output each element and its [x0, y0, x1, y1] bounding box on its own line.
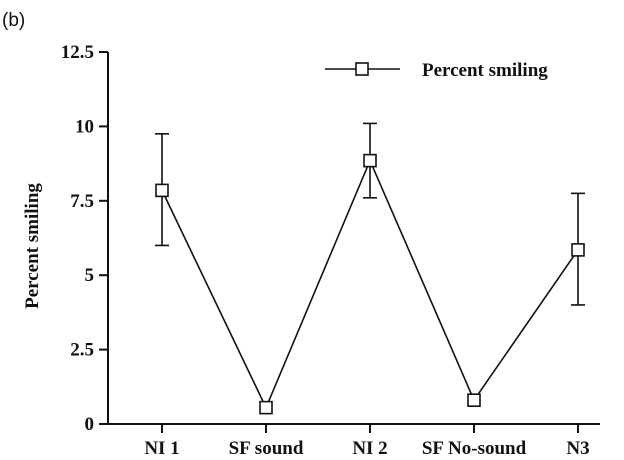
data-point: [363, 153, 377, 168]
legend: Percent smiling: [325, 60, 548, 81]
y-tick-label: 5: [85, 265, 95, 286]
data-point: [155, 183, 169, 198]
x-axis-ticks: NI 1 SF sound NI 2 SF No-sound N3: [144, 424, 590, 459]
x-tick-label: NI 1: [144, 438, 179, 459]
data-point: [571, 243, 585, 257]
x-tick-label: NI 2: [352, 438, 387, 459]
x-tick-label: SF sound: [229, 438, 304, 459]
y-tick-label: 10: [75, 116, 94, 137]
series-layer: [155, 122, 585, 415]
y-tick-label: 12.5: [61, 42, 94, 63]
y-tick-label: 2.5: [70, 340, 94, 361]
y-axis-title: Percent smiling: [22, 183, 43, 309]
data-point: [467, 393, 481, 407]
y-tick-label: 0: [85, 414, 95, 435]
panel-label: (b): [2, 10, 25, 31]
y-tick-label: 7.5: [70, 191, 94, 212]
x-tick-label: N3: [566, 438, 589, 459]
y-axis-ticks: 0 2.5 5 7.5 10 12.5: [61, 42, 108, 435]
data-point: [259, 400, 273, 415]
legend-label: Percent smiling: [422, 60, 548, 81]
x-tick-label: SF No-sound: [422, 438, 527, 459]
legend-marker: [355, 62, 369, 76]
